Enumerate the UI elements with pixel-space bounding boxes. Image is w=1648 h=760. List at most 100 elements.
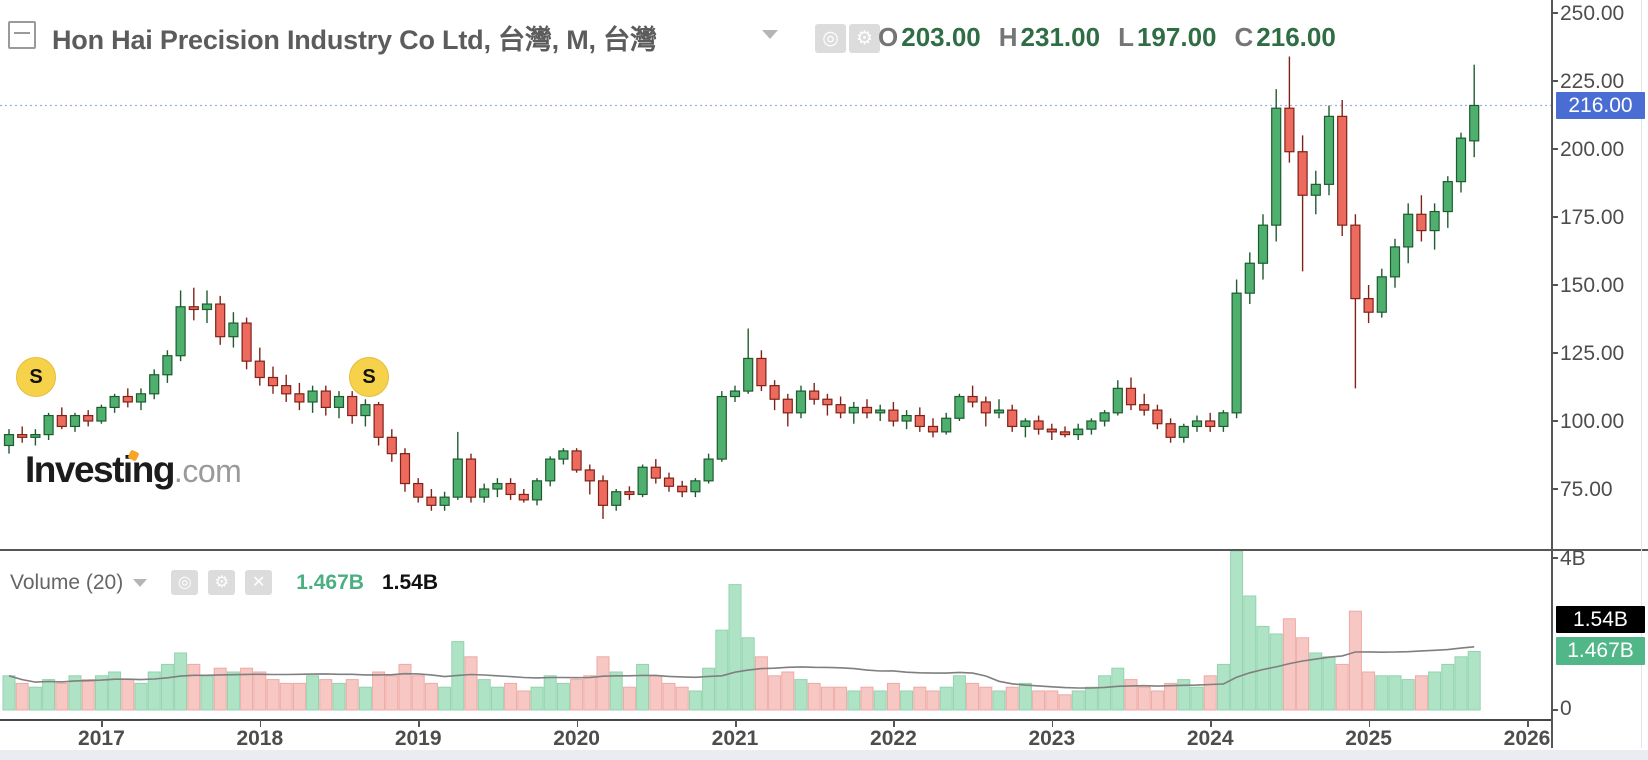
volume-bar (1098, 675, 1112, 711)
volume-bar (913, 686, 927, 711)
volume-bar (1058, 694, 1072, 711)
year-label: 2025 (1345, 727, 1392, 749)
volume-bar (15, 682, 29, 711)
candle-body (1046, 428, 1057, 433)
sell-signal-marker: S (349, 357, 389, 397)
ohlc-low: L 197.00 (1118, 22, 1216, 53)
candle-body (875, 409, 886, 414)
volume-bar (1032, 690, 1046, 711)
volume-bar (1401, 679, 1415, 711)
volume-bar (424, 682, 438, 711)
candle-body (122, 395, 133, 403)
volume-bar (768, 675, 782, 711)
volume-bar (398, 663, 412, 711)
candle-body (320, 390, 331, 408)
chevron-down-icon[interactable] (762, 30, 778, 39)
volume-bar (147, 671, 161, 711)
volume-bar (1362, 671, 1376, 711)
volume-bar (847, 690, 861, 711)
ohlc-close: C 216.00 (1235, 22, 1336, 53)
candle-body (1323, 115, 1335, 185)
candle-body (1257, 224, 1269, 264)
candle-body (69, 414, 81, 428)
volume-bar (108, 671, 122, 711)
year-label: 2018 (236, 727, 284, 749)
volume-bar (319, 679, 333, 711)
volume-bar (675, 686, 689, 711)
candle-body (1469, 104, 1480, 142)
candle-body (1059, 431, 1071, 436)
volume-bar (1335, 663, 1349, 711)
volume-bar (1150, 690, 1164, 711)
year-label: 2023 (1028, 727, 1076, 749)
candle-body (1099, 412, 1110, 422)
price-axis-label: 225.00 (1560, 70, 1625, 93)
candle-body (1020, 420, 1031, 428)
candle-body (109, 395, 120, 408)
volume-bar (42, 679, 56, 711)
visibility-toggle-button[interactable]: ◎ (171, 570, 199, 595)
candle-body (1205, 420, 1216, 428)
volume-bar (2, 675, 16, 711)
candle-body (1350, 224, 1361, 300)
price-axis-tick (1551, 284, 1558, 286)
volume-bar (134, 682, 148, 711)
candle-body (980, 401, 991, 414)
candle-body (611, 491, 622, 506)
time-axis-line (0, 719, 1552, 721)
candle-body (743, 357, 754, 392)
candle-body (782, 398, 793, 414)
candle-body (558, 450, 569, 460)
candle-body (1337, 115, 1348, 226)
volume-bar (926, 690, 940, 711)
symbol-title[interactable]: Hon Hai Precision Industry Co Ltd, 台灣, M… (52, 25, 657, 55)
year-tick (1527, 720, 1529, 727)
volume-bar (1190, 686, 1204, 711)
candle-body (888, 409, 899, 422)
open-label: O (878, 22, 899, 52)
volume-bar (570, 679, 584, 711)
candle-body (1429, 210, 1440, 232)
volume-bar (94, 675, 108, 711)
widget-bottom-edge (0, 750, 1648, 760)
candle-body (479, 488, 490, 498)
volume-bar (68, 675, 82, 711)
time-axis[interactable]: 2017 2018 2019 2020 2021 2022 2023 2024 2025 2026 (0, 721, 1552, 749)
volume-bar (873, 690, 887, 711)
candle-body (1416, 213, 1427, 232)
candle-body (228, 322, 239, 338)
candle-body (927, 425, 939, 433)
volume-bar (292, 682, 306, 711)
remove-indicator-button[interactable]: ✕ (245, 570, 273, 595)
candle-body (703, 458, 714, 482)
volume-bar (213, 667, 227, 711)
year-label: 2022 (870, 727, 917, 749)
year-label: 2026 (1503, 727, 1551, 749)
settings-button[interactable]: ⚙ (849, 24, 880, 53)
candle-body (597, 480, 609, 506)
candle-body (848, 406, 859, 414)
visibility-toggle-button[interactable]: ◎ (815, 24, 846, 53)
collapse-pane-icon[interactable] (8, 21, 36, 49)
candle-body (624, 491, 635, 496)
volume-bar (385, 675, 399, 711)
year-label: 2024 (1186, 727, 1234, 749)
volume-indicator-label[interactable]: Volume (20) (10, 570, 124, 594)
logo-suffix: .com (173, 453, 242, 489)
close-value: 216.00 (1256, 22, 1336, 52)
settings-button[interactable]: ⚙ (208, 570, 236, 595)
pane-separator[interactable] (0, 549, 1648, 551)
candle-body (3, 434, 15, 447)
low-label: L (1118, 22, 1134, 52)
candle-body (677, 485, 688, 493)
candle-body (663, 477, 675, 487)
close-label: C (1234, 22, 1254, 52)
volume-bar (939, 686, 953, 711)
candle-body (215, 303, 226, 338)
chevron-down-icon[interactable] (133, 578, 148, 587)
price-axis-label: 75.00 (1560, 478, 1613, 501)
volume-bar (1388, 675, 1402, 711)
volume-bar (504, 682, 518, 711)
candle-body (1455, 137, 1467, 183)
